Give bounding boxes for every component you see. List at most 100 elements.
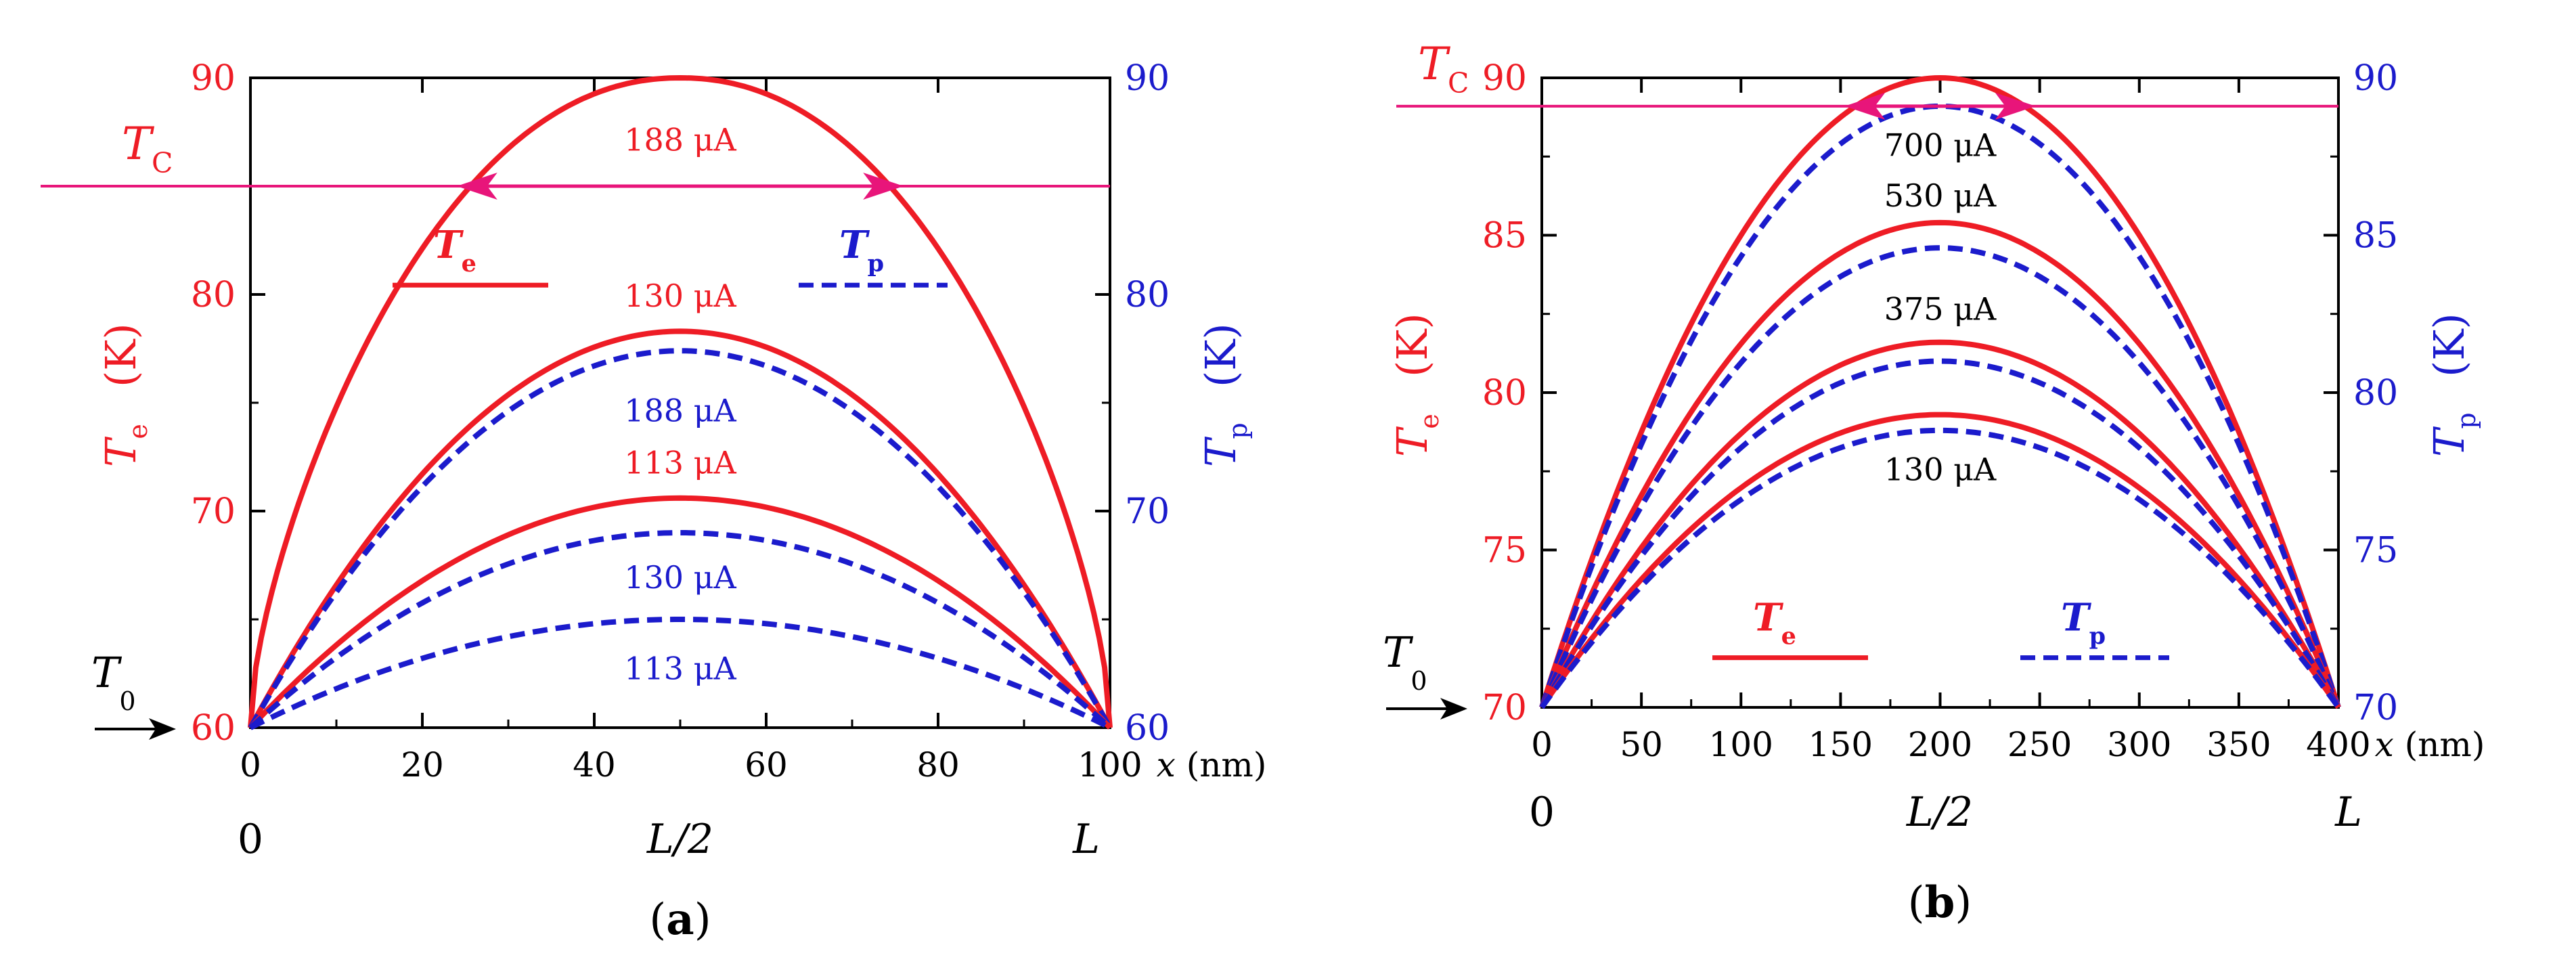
x-axis-label: x (nm)	[2375, 725, 2485, 764]
x-tick-label: 200	[1908, 725, 1972, 764]
position-label-l: L	[1072, 816, 1100, 863]
y-tick-label-left: 70	[1482, 688, 1527, 728]
x-tick-label: 100	[1078, 745, 1142, 785]
t0-label: T0	[91, 648, 136, 716]
tc-arrowhead-left	[1844, 92, 1886, 120]
x-tick-label: 0	[1531, 725, 1553, 764]
y-tick-label-right: 80	[2353, 373, 2398, 414]
position-label-l: L	[2334, 789, 2362, 836]
tc-label: TC	[1418, 38, 1469, 100]
y-axis-label-right-unit: (K)	[1196, 323, 1245, 387]
y-axis-label-right-symbol-text: Tp	[2424, 412, 2481, 457]
y-axis-label-left-symbol-text: Te	[96, 424, 153, 467]
t0-label: T0	[1383, 627, 1427, 696]
x-tick-label: 400	[2306, 725, 2370, 764]
data-label-current: 700 μA	[1884, 127, 1997, 164]
tc-arrowhead-right	[863, 173, 904, 200]
x-tick-label: 300	[2107, 725, 2171, 764]
t0-label-text: T0	[1383, 627, 1427, 696]
data-label-current: 113 μA	[624, 650, 736, 686]
y-tick-label-left: 60	[191, 708, 236, 749]
position-label-zero: 0	[238, 816, 263, 863]
data-label-current: 375 μA	[1884, 290, 1997, 327]
y-tick-label-right: 80	[1125, 275, 1170, 315]
legend: Te Tp	[393, 223, 948, 288]
series-curve-te	[1539, 219, 2341, 709]
legend-te-label: Te	[433, 223, 476, 278]
legend-te-label-text: Te	[433, 223, 476, 278]
series-curve-te	[248, 495, 1112, 730]
x-tick-label: 100	[1709, 725, 1773, 764]
legend-tp-label: Tp	[2061, 596, 2106, 651]
tc-arrowhead-right	[1995, 92, 2036, 120]
series-curve-tp	[249, 617, 1111, 730]
y-axis-label-right-symbol: Tp	[1196, 422, 1253, 467]
y-axis-label-left-symbol-text: Te	[1387, 414, 1444, 457]
y-tick-label-left: 80	[1482, 373, 1527, 414]
series-curve-te	[1539, 339, 2341, 709]
y-tick-label-right: 75	[2353, 531, 2398, 571]
y-axis-label-right: Tp (K)	[2424, 313, 2481, 457]
y-tick-label-left: 80	[191, 275, 236, 315]
data-label-current: 130 μA	[624, 278, 736, 314]
tc-label-text: TC	[122, 118, 173, 179]
position-label-half: L/2	[646, 816, 713, 863]
series-curve-te	[248, 328, 1113, 729]
series-curve-tp	[1539, 245, 2341, 709]
y-tick-label-right: 70	[2353, 688, 2398, 728]
legend-tp-label-text: Tp	[2061, 596, 2106, 651]
x-tick-label: 150	[1808, 725, 1873, 764]
y-axis-label-right: Tp (K)	[1196, 323, 1253, 467]
y-tick-label-right: 85	[2353, 216, 2398, 257]
tc-label: TC	[122, 118, 173, 179]
panel-label: (a)	[649, 894, 711, 945]
tc-arrowhead-left	[456, 173, 497, 200]
legend-te-label: Te	[1753, 596, 1796, 651]
y-tick-label-left: 70	[191, 491, 236, 532]
y-tick-label-right: 70	[1125, 491, 1170, 532]
y-tick-label-left: 75	[1482, 531, 1527, 571]
t0-label-text: T0	[91, 648, 136, 716]
y-axis-label-right-symbol: Tp	[2424, 412, 2481, 457]
x-tick-label: 40	[573, 745, 616, 785]
y-tick-label-left: 90	[191, 58, 236, 99]
y-axis-label-left-symbol: Te	[1387, 414, 1444, 457]
series-curve-te	[1539, 75, 2341, 709]
tc-label-text: TC	[1418, 38, 1469, 100]
data-label-current: 530 μA	[1884, 177, 1997, 214]
x-tick-label: 20	[401, 745, 444, 785]
chart-panel-a: 0 20 40 60 80 100 x (nm)6070809060708090Te(K)T…	[41, 58, 1266, 945]
x-tick-label: 0	[240, 745, 261, 785]
position-label-zero: 0	[1529, 789, 1555, 836]
legend-tp-label-text: Tp	[839, 223, 884, 278]
data-label-current: 130 μA	[1884, 451, 1997, 488]
legend: Te Tp	[1712, 596, 2169, 661]
y-axis-label-left-unit: (K)	[96, 323, 146, 387]
chart-panel-b: 0 50 100 150 200 250 300 350 400 x (nm)7075808590…	[1383, 38, 2485, 928]
series-curve-tp	[1539, 103, 2341, 709]
x-tick-label: 60	[745, 745, 788, 785]
y-axis-label-left-symbol: Te	[96, 424, 153, 467]
data-label-current: 130 μA	[624, 559, 736, 596]
series-curve-tp	[248, 348, 1113, 729]
y-axis-label-left: Te (K)	[96, 323, 153, 467]
series-curve-te	[248, 75, 1113, 728]
y-tick-label-right: 90	[2353, 58, 2398, 99]
x-tick-label: 350	[2206, 725, 2271, 764]
data-label-current: 188 μA	[624, 393, 736, 429]
y-axis-label-left: Te (K)	[1387, 313, 1444, 457]
y-tick-label-right: 60	[1125, 708, 1170, 749]
y-axis-label-left-unit: (K)	[1387, 313, 1437, 377]
t0-arrowhead	[149, 718, 176, 740]
y-axis-label-right-symbol-text: Tp	[1196, 422, 1253, 467]
x-axis-label: x (nm)	[1157, 745, 1267, 785]
t0-arrowhead	[1440, 698, 1467, 720]
y-tick-label-left: 85	[1482, 216, 1527, 257]
x-tick-label: 80	[916, 745, 960, 785]
legend-tp-label: Tp	[839, 223, 884, 278]
data-label-current: 113 μA	[624, 444, 736, 481]
legend-te-label-text: Te	[1753, 596, 1796, 651]
x-tick-label: 50	[1620, 725, 1663, 764]
series-curve-tp	[1539, 358, 2341, 709]
